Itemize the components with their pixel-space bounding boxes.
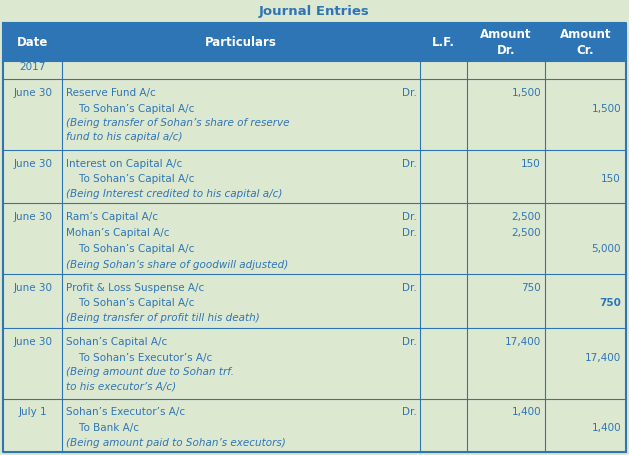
Bar xyxy=(3,274,626,328)
Text: July 1: July 1 xyxy=(18,407,47,417)
Text: Dr.: Dr. xyxy=(402,159,416,168)
Text: 1,400: 1,400 xyxy=(591,423,621,433)
Text: (Being amount due to Sohan trf.: (Being amount due to Sohan trf. xyxy=(66,367,234,377)
Text: 5,000: 5,000 xyxy=(591,244,621,254)
Text: June 30: June 30 xyxy=(13,159,52,168)
Text: Journal Entries: Journal Entries xyxy=(259,5,370,17)
Text: Sohan’s Capital A/c: Sohan’s Capital A/c xyxy=(66,337,167,347)
Text: Mohan’s Capital A/c: Mohan’s Capital A/c xyxy=(66,228,170,238)
Text: Dr.: Dr. xyxy=(402,407,416,417)
Text: 17,400: 17,400 xyxy=(504,337,541,347)
Text: (Being transfer of profit till his death): (Being transfer of profit till his death… xyxy=(66,313,260,324)
Bar xyxy=(3,23,626,61)
Text: June 30: June 30 xyxy=(13,283,52,293)
Text: To Sohan’s Capital A/c: To Sohan’s Capital A/c xyxy=(66,244,194,254)
Text: L.F.: L.F. xyxy=(432,35,455,49)
Text: To Bank A/c: To Bank A/c xyxy=(66,423,139,433)
Text: Sohan’s Executor’s A/c: Sohan’s Executor’s A/c xyxy=(66,407,186,417)
Text: June 30: June 30 xyxy=(13,88,52,98)
Text: 1,500: 1,500 xyxy=(591,104,621,114)
Text: (Being Interest credited to his capital a/c): (Being Interest credited to his capital … xyxy=(66,189,282,199)
Text: Interest on Capital A/c: Interest on Capital A/c xyxy=(66,159,182,168)
Text: fund to his capital a/c): fund to his capital a/c) xyxy=(66,132,182,142)
Text: 750: 750 xyxy=(599,298,621,308)
Text: (Being Sohan’s share of goodwill adjusted): (Being Sohan’s share of goodwill adjuste… xyxy=(66,260,289,270)
Text: Dr.: Dr. xyxy=(402,283,416,293)
Text: Date: Date xyxy=(17,35,48,49)
Bar xyxy=(3,150,626,203)
Bar xyxy=(3,203,626,274)
Text: (Being amount paid to Sohan’s executors): (Being amount paid to Sohan’s executors) xyxy=(66,438,286,448)
Text: Amount
Cr.: Amount Cr. xyxy=(560,27,611,56)
Text: Profit & Loss Suspense A/c: Profit & Loss Suspense A/c xyxy=(66,283,204,293)
Text: 150: 150 xyxy=(521,159,541,168)
Text: 2,500: 2,500 xyxy=(511,228,541,238)
Bar xyxy=(3,61,626,79)
Text: To Sohan’s Executor’s A/c: To Sohan’s Executor’s A/c xyxy=(66,353,213,363)
Text: 150: 150 xyxy=(601,174,621,184)
Text: Dr.: Dr. xyxy=(402,212,416,222)
Text: 750: 750 xyxy=(521,283,541,293)
Text: June 30: June 30 xyxy=(13,212,52,222)
Text: To Sohan’s Capital A/c: To Sohan’s Capital A/c xyxy=(66,174,194,184)
Text: To Sohan’s Capital A/c: To Sohan’s Capital A/c xyxy=(66,298,194,308)
Text: to his executor’s A/c): to his executor’s A/c) xyxy=(66,381,176,391)
Bar xyxy=(3,79,626,150)
Text: 1,500: 1,500 xyxy=(511,88,541,98)
Text: 2,500: 2,500 xyxy=(511,212,541,222)
Text: 17,400: 17,400 xyxy=(585,353,621,363)
Bar xyxy=(3,399,626,452)
Text: 2017: 2017 xyxy=(19,62,46,72)
Text: Particulars: Particulars xyxy=(205,35,277,49)
Text: Dr.: Dr. xyxy=(402,88,416,98)
Text: To Sohan’s Capital A/c: To Sohan’s Capital A/c xyxy=(66,104,194,114)
Text: Ram’s Capital A/c: Ram’s Capital A/c xyxy=(66,212,158,222)
Text: Amount
Dr.: Amount Dr. xyxy=(481,27,532,56)
Text: June 30: June 30 xyxy=(13,337,52,347)
Text: (Being transfer of Sohan’s share of reserve: (Being transfer of Sohan’s share of rese… xyxy=(66,118,290,128)
Text: Reserve Fund A/c: Reserve Fund A/c xyxy=(66,88,156,98)
Text: 1,400: 1,400 xyxy=(511,407,541,417)
Text: Dr.: Dr. xyxy=(402,337,416,347)
Bar xyxy=(3,328,626,399)
Text: Dr.: Dr. xyxy=(402,228,416,238)
